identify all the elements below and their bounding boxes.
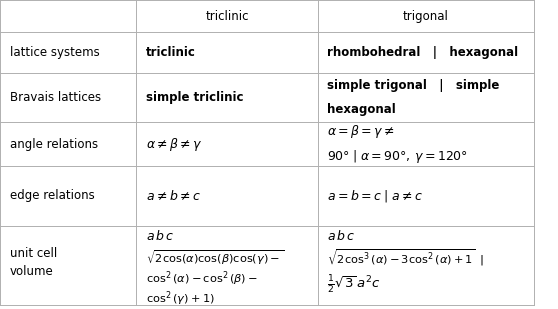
- Text: triclinic: triclinic: [205, 10, 249, 23]
- Text: angle relations: angle relations: [9, 138, 98, 150]
- Text: hexagonal: hexagonal: [328, 103, 396, 116]
- Text: edge relations: edge relations: [9, 189, 94, 202]
- Text: triclinic: triclinic: [146, 46, 196, 59]
- Text: trigonal: trigonal: [403, 10, 449, 23]
- Text: $a = b = c\;|\;a \neq c$: $a = b = c\;|\;a \neq c$: [328, 188, 424, 204]
- Text: $\alpha = \beta = \gamma \neq$: $\alpha = \beta = \gamma \neq$: [328, 123, 396, 140]
- Text: simple trigonal   |   simple: simple trigonal | simple: [328, 79, 500, 92]
- Text: $\alpha \neq \beta \neq \gamma$: $\alpha \neq \beta \neq \gamma$: [146, 136, 203, 153]
- Text: lattice systems: lattice systems: [9, 46, 99, 59]
- Text: $\cos^2(\gamma) + 1)$: $\cos^2(\gamma) + 1)$: [146, 289, 215, 307]
- Text: $\frac{1}{2}\sqrt{3}\,a^2c$: $\frac{1}{2}\sqrt{3}\,a^2c$: [328, 274, 382, 296]
- Text: unit cell: unit cell: [9, 247, 57, 260]
- Text: Bravais lattices: Bravais lattices: [9, 91, 101, 104]
- Text: $90°\;|\;\alpha = 90°,\,\gamma = 120°$: $90°\;|\;\alpha = 90°,\,\gamma = 120°$: [328, 148, 469, 165]
- Text: $\sqrt{2\cos^3(\alpha) - 3\cos^2(\alpha) + 1}\;\;|$: $\sqrt{2\cos^3(\alpha) - 3\cos^2(\alpha)…: [328, 247, 485, 268]
- Text: $\sqrt{2\cos(\alpha)\cos(\beta)\cos(\gamma)-}$: $\sqrt{2\cos(\alpha)\cos(\beta)\cos(\gam…: [146, 248, 285, 267]
- Text: $a\,b\,c$: $a\,b\,c$: [328, 229, 356, 243]
- Text: $a\,b\,c$: $a\,b\,c$: [146, 229, 174, 243]
- Text: $\cos^2(\alpha) - \cos^2(\beta) -$: $\cos^2(\alpha) - \cos^2(\beta) -$: [146, 270, 258, 288]
- Text: $a \neq b \neq c$: $a \neq b \neq c$: [146, 189, 201, 203]
- Text: simple triclinic: simple triclinic: [146, 91, 243, 104]
- Text: volume: volume: [9, 265, 54, 278]
- Text: rhombohedral   |   hexagonal: rhombohedral | hexagonal: [328, 46, 518, 59]
